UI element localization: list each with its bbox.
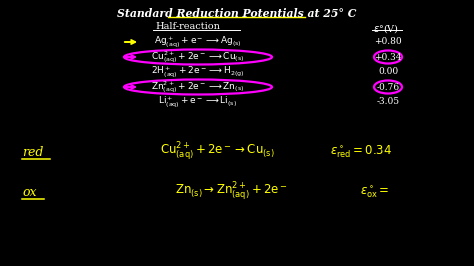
Text: +0.34: +0.34	[374, 52, 402, 61]
Text: $\varepsilon$°(V): $\varepsilon$°(V)	[373, 22, 399, 35]
Text: -3.05: -3.05	[376, 98, 400, 106]
Text: 0.00: 0.00	[378, 68, 398, 77]
Text: $\mathrm{2H^+_{(aq)} + 2e^- \longrightarrow H_{2(g)}}$: $\mathrm{2H^+_{(aq)} + 2e^- \longrightar…	[151, 65, 245, 80]
Text: $\mathrm{Ag^+_{(aq)} + e^- \longrightarrow Ag_{(s)}}$: $\mathrm{Ag^+_{(aq)} + e^- \longrightarr…	[154, 35, 242, 49]
Text: $\varepsilon^\circ_{\mathrm{ox}} =$: $\varepsilon^\circ_{\mathrm{ox}} =$	[360, 184, 390, 200]
Text: $\mathrm{Li^+_{(aq)} + e^- \longrightarrow Li_{(s)}}$: $\mathrm{Li^+_{(aq)} + e^- \longrightarr…	[158, 95, 237, 109]
Text: $\mathrm{Zn_{(s)} \rightarrow Zn^{2+}_{(aq)} + 2e^-}$: $\mathrm{Zn_{(s)} \rightarrow Zn^{2+}_{(…	[175, 181, 288, 203]
Text: red: red	[22, 146, 44, 159]
Text: $\mathrm{Cu^{2+}_{(aq)} + 2e^- \rightarrow Cu_{(s)}}$: $\mathrm{Cu^{2+}_{(aq)} + 2e^- \rightarr…	[160, 141, 275, 163]
Text: -0.76: -0.76	[376, 82, 400, 92]
Text: $\mathrm{Cu^{2+}_{(aq)} + 2e^- \longrightarrow Cu_{(s)}}$: $\mathrm{Cu^{2+}_{(aq)} + 2e^- \longrigh…	[151, 49, 245, 65]
Text: $\varepsilon^\circ_{\mathrm{red}} = 0.34$: $\varepsilon^\circ_{\mathrm{red}} = 0.34…	[330, 144, 392, 160]
Text: Standard Reduction Potentials at 25° C: Standard Reduction Potentials at 25° C	[117, 8, 357, 19]
Text: Half-reaction: Half-reaction	[155, 22, 220, 31]
Text: ox: ox	[22, 185, 36, 198]
Text: $\mathrm{Zn^{2+}_{(aq)} + 2e^- \longrightarrow Zn_{(s)}}$: $\mathrm{Zn^{2+}_{(aq)} + 2e^- \longrigh…	[151, 79, 245, 95]
Text: +0.80: +0.80	[374, 38, 402, 47]
